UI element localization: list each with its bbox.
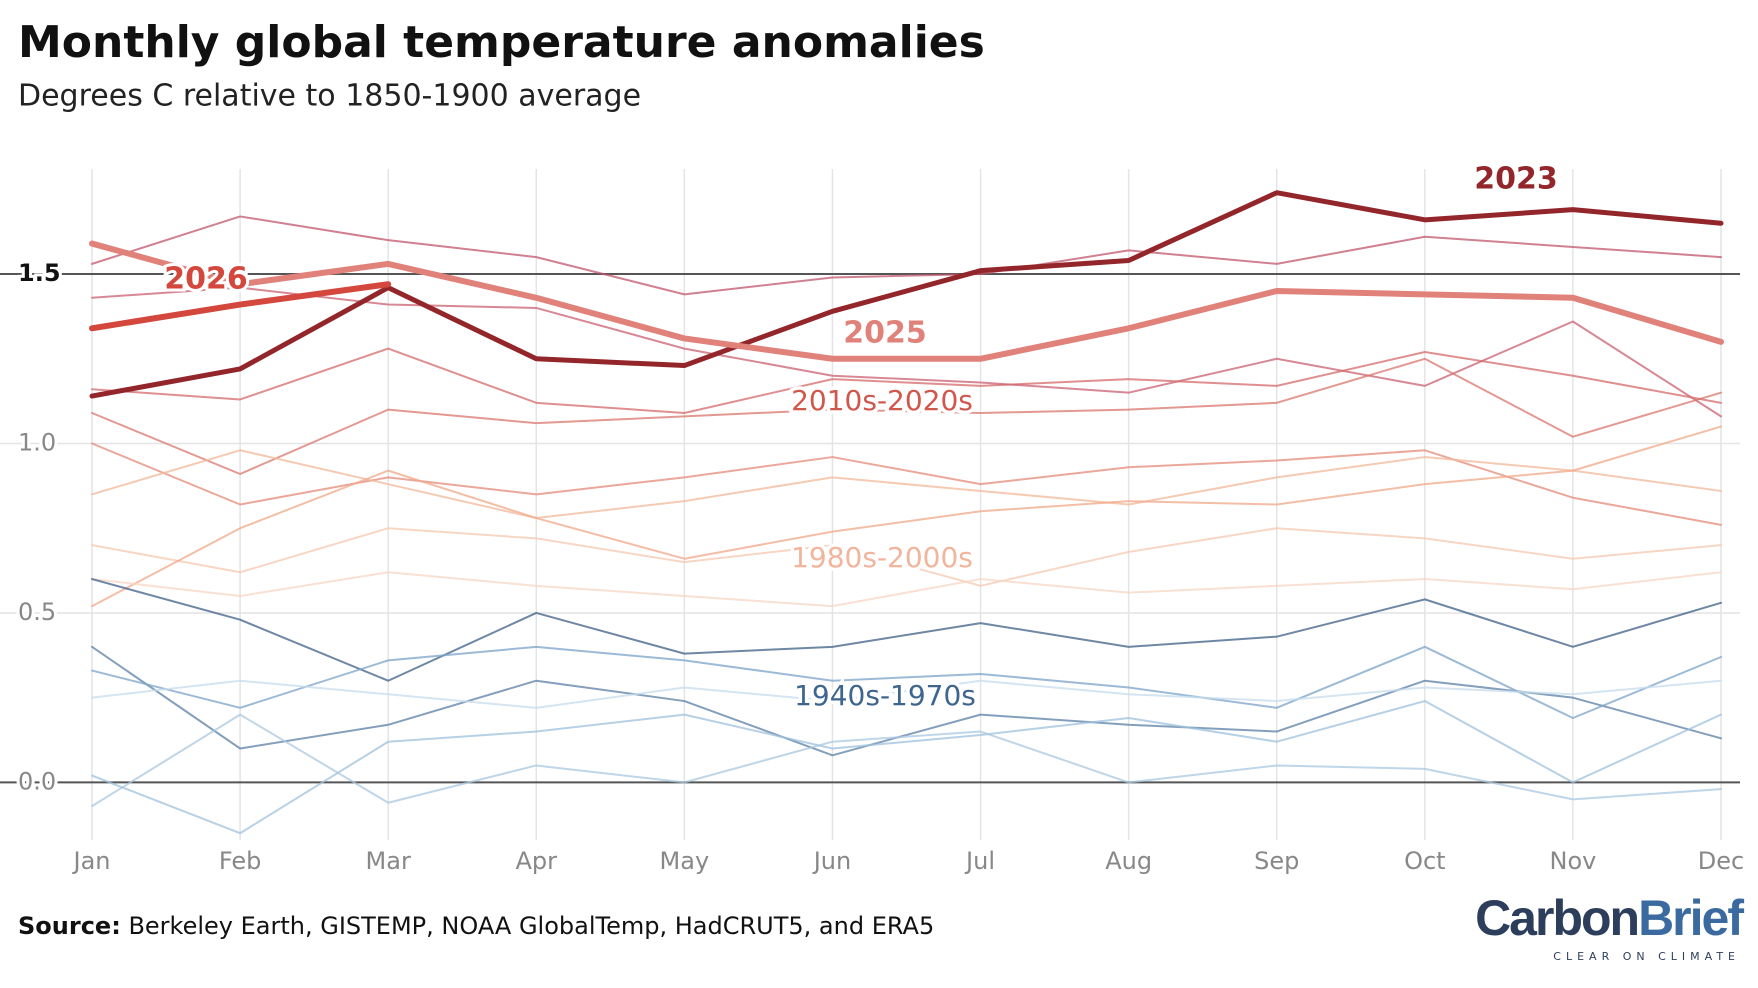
x-tick-label: Sep — [1254, 847, 1299, 875]
source-text: Berkeley Earth, GISTEMP, NOAA GlobalTemp… — [128, 912, 934, 940]
line — [91, 578, 1722, 682]
x-tick-label: Mar — [366, 847, 411, 875]
line — [91, 571, 1722, 608]
y-tick-label: 1.0 — [18, 429, 56, 457]
x-tick-label: Nov — [1549, 847, 1596, 875]
x-tick-label: May — [660, 847, 710, 875]
logo-part: Carbon — [1475, 890, 1638, 946]
line — [91, 645, 1722, 719]
y-tick-label: 0.0 — [18, 767, 56, 795]
line — [91, 215, 1722, 296]
x-tick-label: Jan — [72, 847, 111, 875]
chart-title: Monthly global temperature anomalies — [18, 17, 985, 68]
logo-part: Brief — [1638, 890, 1744, 946]
x-tick-label: Jul — [964, 847, 995, 875]
x-tick-label: Jun — [812, 847, 852, 875]
logo: CarbonBrief — [1475, 890, 1744, 946]
annotation: 1940s-1970s — [794, 679, 976, 712]
annotation: 2010s-2020s — [791, 384, 973, 417]
x-tick-label: Aug — [1105, 847, 1152, 875]
y-tick-label: 0.5 — [18, 598, 56, 626]
series-label: 2026 — [164, 262, 248, 297]
line — [91, 679, 1722, 709]
highlight-line — [89, 190, 1724, 399]
x-tick-label: Dec — [1698, 847, 1744, 875]
highlight-line — [89, 281, 392, 332]
x-tick-label: Oct — [1404, 847, 1446, 875]
series-label: 2023 — [1474, 162, 1558, 197]
logo-tagline: CLEAR ON CLIMATE — [1553, 950, 1740, 963]
series-label: 2025 — [843, 316, 927, 351]
x-tick-label: Feb — [219, 847, 262, 875]
annotation: 1980s-2000s — [791, 541, 973, 574]
line — [91, 713, 1722, 808]
line — [91, 357, 1722, 475]
y-tick-label: 1.5 — [18, 259, 61, 287]
x-tick-label: Apr — [516, 847, 558, 875]
line — [91, 645, 1722, 757]
line — [91, 700, 1722, 835]
highlight-line — [89, 240, 1724, 362]
source: Source: Berkeley Earth, GISTEMP, NOAA Gl… — [18, 912, 934, 940]
chart-subtitle: Degrees C relative to 1850-1900 average — [18, 79, 641, 114]
line — [91, 527, 1722, 587]
source-label: Source: — [18, 912, 121, 940]
line — [91, 449, 1722, 520]
line — [91, 347, 1722, 414]
line — [91, 425, 1722, 608]
line — [91, 442, 1722, 526]
